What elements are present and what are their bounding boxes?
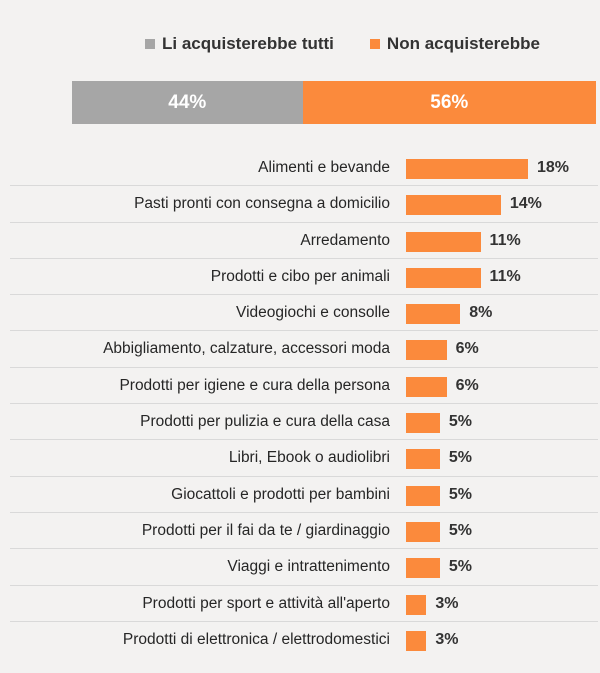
category-bar-chart: Alimenti e bevande 18% Pasti pronti con co…	[0, 150, 600, 658]
chart-row: Libri, Ebook o audiolibri 5%	[0, 440, 600, 477]
category-label: Abbigliamento, calzature, accessori moda	[103, 340, 390, 358]
chart-row: Pasti pronti con consegna a domicilio 14%	[0, 186, 600, 223]
category-label: Viaggi e intrattenimento	[227, 558, 390, 576]
bar	[406, 594, 427, 615]
chart-row: Arredamento 11%	[0, 223, 600, 260]
value-label: 6%	[455, 376, 479, 394]
category-label: Prodotti di elettronica / elettrodomesti…	[122, 630, 390, 648]
value-label: 5%	[448, 413, 472, 431]
bar	[406, 449, 440, 470]
category-label: Prodotti per sport e attività all'aperto	[142, 594, 390, 612]
legend-swatch-orange	[369, 39, 380, 49]
category-label: Pasti pronti con consegna a domicilio	[134, 195, 390, 213]
value-label: 3%	[435, 630, 459, 648]
chart-row: Prodotti di elettronica / elettrodomesti…	[0, 622, 600, 658]
stack-segment-buy-all: 44%	[72, 81, 303, 124]
chart-row: Giocattoli e prodotti per bambini 5%	[0, 477, 600, 514]
category-label: Prodotti per il fai da te / giardinaggio	[141, 521, 390, 539]
category-label: Libri, Ebook o audiolibri	[228, 449, 390, 467]
value-label: 3%	[435, 594, 459, 612]
stacked-bar: 44% 56%	[72, 81, 596, 124]
value-label: 5%	[448, 558, 472, 576]
value-label: 18%	[537, 159, 570, 176]
value-label: 8%	[469, 304, 493, 322]
chart-row: Prodotti per igiene e cura della persona…	[0, 368, 600, 405]
category-label: Arredamento	[300, 231, 390, 249]
legend-label-buy-all: Li acquisterebbe tutti	[162, 34, 334, 53]
legend-swatch-gray	[145, 39, 155, 49]
stack-segment-not-buy: 56%	[302, 81, 596, 124]
chart-row: Prodotti e cibo per animali 11%	[0, 259, 600, 296]
chart-row: Prodotti per pulizia e cura della casa 5%	[0, 404, 600, 441]
chart-row: Viaggi e intrattenimento 5%	[0, 549, 600, 586]
value-label: 5%	[448, 521, 472, 539]
chart-row: Prodotti per il fai da te / giardinaggio…	[0, 513, 600, 550]
bar	[406, 231, 481, 252]
category-label: Prodotti per pulizia e cura della casa	[140, 413, 390, 431]
bar	[406, 413, 440, 434]
bar	[406, 267, 481, 288]
bar	[406, 630, 427, 651]
legend-item-not-buy: Non acquisterebbe	[369, 34, 540, 54]
value-label: 11%	[489, 231, 521, 249]
category-label: Prodotti per igiene e cura della persona	[119, 376, 390, 394]
value-label: 11%	[489, 267, 521, 285]
value-label: 6%	[455, 340, 479, 358]
bar	[406, 159, 528, 179]
value-label: 14%	[509, 195, 542, 213]
category-label: Giocattoli e prodotti per bambini	[171, 485, 390, 503]
category-label: Alimenti e bevande	[258, 159, 390, 176]
bar	[406, 485, 440, 506]
chart-legend: Li acquisterebbe tutti Non acquisterebbe	[145, 34, 540, 54]
bar	[406, 340, 447, 361]
category-label: Prodotti e cibo per animali	[210, 267, 390, 285]
chart-row: Videogiochi e consolle 8%	[0, 295, 600, 332]
bar	[406, 195, 501, 216]
value-label: 5%	[448, 485, 472, 503]
value-label: 5%	[448, 449, 472, 467]
stack-label-buy-all: 44%	[168, 91, 207, 113]
legend-label-not-buy: Non acquisterebbe	[386, 34, 540, 53]
bar	[406, 376, 447, 397]
bar	[406, 558, 440, 579]
legend-item-buy-all: Li acquisterebbe tutti	[145, 34, 334, 54]
chart-row: Prodotti per sport e attività all'aperto…	[0, 586, 600, 623]
bar	[406, 304, 461, 325]
chart-row: Abbigliamento, calzature, accessori moda…	[0, 331, 600, 369]
stack-label-not-buy: 56%	[430, 91, 469, 113]
chart-row: Alimenti e bevande 18%	[0, 150, 600, 187]
bar	[406, 521, 440, 542]
category-label: Videogiochi e consolle	[236, 304, 390, 322]
